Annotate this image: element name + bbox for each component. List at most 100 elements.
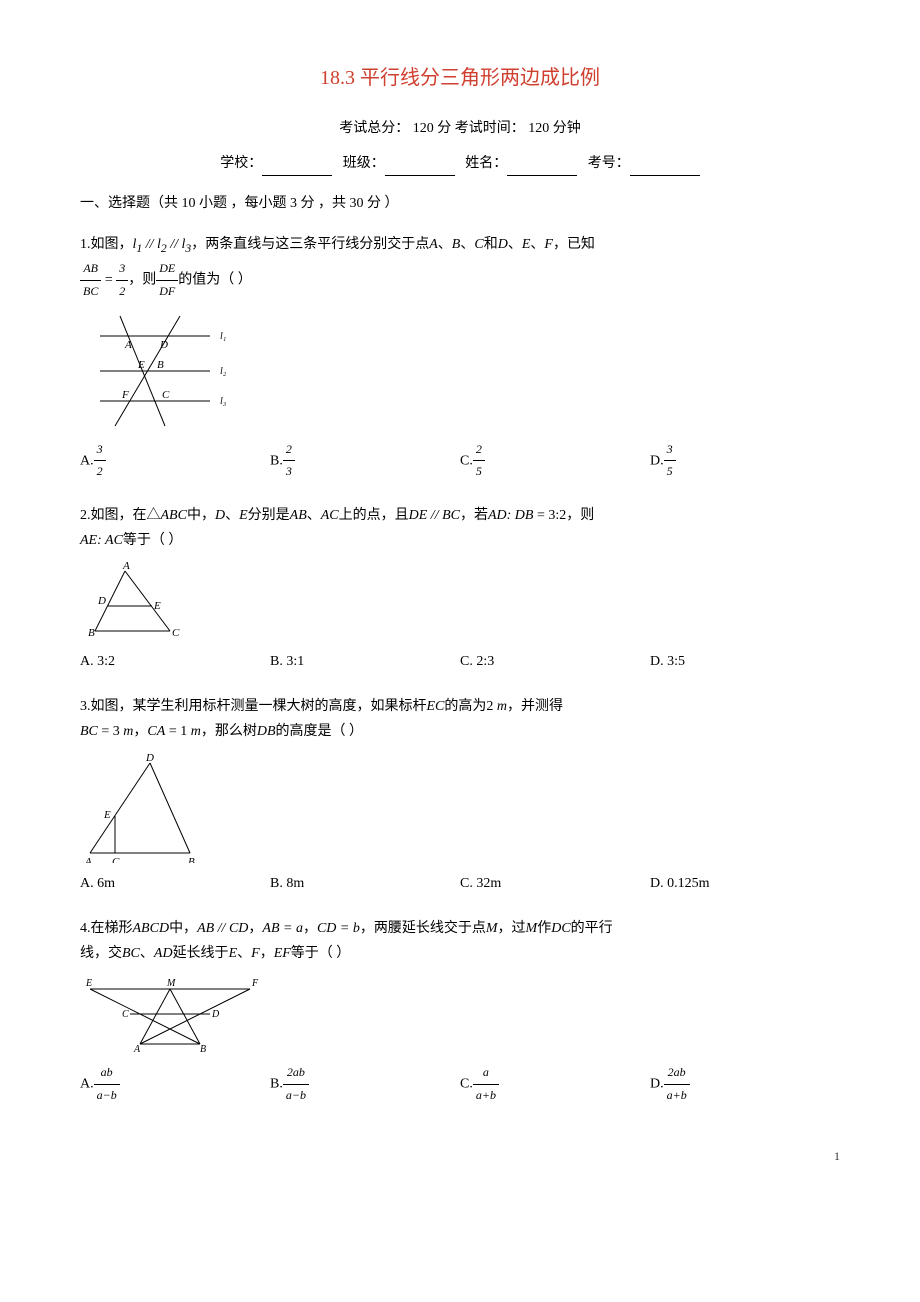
q1-prefix: 1.如图， xyxy=(80,237,133,252)
q4-opt-d: D.2aba+b xyxy=(650,1062,840,1106)
q4-opt-b: B.2aba−b xyxy=(270,1062,460,1106)
q4-l2c: 延长线于 xyxy=(173,946,229,961)
q2-m1: 中， xyxy=(187,508,215,523)
q3-m1: 的高为 xyxy=(444,699,486,714)
svg-text:B: B xyxy=(157,359,164,371)
school-label: 学校： xyxy=(220,156,262,171)
svg-text:A: A xyxy=(122,561,130,572)
q2-opt-a: A. 3:2 xyxy=(80,649,270,674)
document-title: 18.3 平行线分三角形两边成比例 xyxy=(80,60,840,96)
q4-l2: 线，交 xyxy=(80,946,122,961)
q4-m1: 中， xyxy=(169,921,197,936)
svg-text:C: C xyxy=(112,856,120,863)
q3-p: 3.如图，某学生利用标杆测量一棵大树的高度，如果标杆 xyxy=(80,699,427,714)
q2-m7: 则 xyxy=(580,508,594,523)
q2-opt-d: D. 3:5 xyxy=(650,649,840,674)
q4-p: 4.在梯形 xyxy=(80,921,133,936)
svg-text:B: B xyxy=(200,1044,206,1054)
q2-m4: 、 xyxy=(307,508,321,523)
q1-a-label: A. xyxy=(80,453,94,468)
q2-figure: A D E B C xyxy=(80,561,190,641)
q4-b-label: B. xyxy=(270,1077,283,1092)
q4-m2: ， xyxy=(248,921,262,936)
svg-text:C: C xyxy=(162,389,170,401)
q2-opt-b: B. 3:1 xyxy=(270,649,460,674)
svg-text:F: F xyxy=(251,978,259,989)
q1-c-label: C. xyxy=(460,453,473,468)
svg-text:l₂: l₂ xyxy=(220,366,227,377)
svg-text:D: D xyxy=(159,339,168,351)
svg-text:E: E xyxy=(153,600,161,612)
q1-b-label: B. xyxy=(270,453,283,468)
svg-text:C: C xyxy=(172,627,180,639)
q1-opt-c: C.25 xyxy=(460,439,650,483)
q4-m4: ，两腰延长线交于点 xyxy=(360,921,486,936)
school-blank xyxy=(262,161,332,176)
svg-text:E: E xyxy=(85,978,92,989)
q1-m1: ，两条直线与这三条平行线分别交于点 xyxy=(191,237,429,252)
svg-text:D: D xyxy=(211,1009,220,1020)
q4-options: A.aba−b B.2aba−b C.aa+b D.2aba+b xyxy=(80,1062,840,1106)
q3-figure: D E A C B xyxy=(80,753,210,863)
question-3: 3.如图，某学生利用标杆测量一棵大树的高度，如果标杆EC的高为2 m，并测得 B… xyxy=(80,694,840,896)
q4-c-label: C. xyxy=(460,1077,473,1092)
q1-tail: 的值为（ ） xyxy=(178,273,252,288)
svg-text:A: A xyxy=(133,1044,141,1054)
q1-fe: ，则 xyxy=(128,273,156,288)
class-blank xyxy=(385,161,455,176)
q3-m2: ，并测得 xyxy=(507,699,563,714)
svg-text:F: F xyxy=(121,389,129,401)
q4-figure: E M F C D A B xyxy=(80,974,260,1054)
svg-text:B: B xyxy=(88,627,95,639)
q2-m3: 分别是 xyxy=(248,508,290,523)
question-4: 4.在梯形ABCD中，AB // CD，AB = a，CD = b，两腰延长线交… xyxy=(80,916,840,1107)
q1-opt-a: A.32 xyxy=(80,439,270,483)
q2-text: 2.如图，在△ABC中，D、E分别是AB、AC上的点，且DE // BC，若AD… xyxy=(80,503,840,553)
q2-p: 2.如图，在△ xyxy=(80,508,161,523)
q3-text: 3.如图，某学生利用标杆测量一棵大树的高度，如果标杆EC的高为2 m，并测得 B… xyxy=(80,694,840,744)
q1-opt-d: D.35 xyxy=(650,439,840,483)
q1-m2: 和 xyxy=(484,237,498,252)
name-label: 姓名： xyxy=(465,156,507,171)
q3-tail: 的高度是（ ） xyxy=(276,724,364,739)
q4-m5: ，过 xyxy=(498,921,526,936)
q3-l2a: ， xyxy=(133,724,147,739)
q4-m3: ， xyxy=(303,921,317,936)
q2-m5: 上的点，且 xyxy=(339,508,409,523)
q4-opt-a: A.aba−b xyxy=(80,1062,270,1106)
name-blank xyxy=(507,161,577,176)
svg-text:C: C xyxy=(122,1009,129,1020)
svg-text:B: B xyxy=(188,856,195,863)
svg-text:l₃: l₃ xyxy=(220,396,227,407)
q4-tail: 等于（ ） xyxy=(291,946,351,961)
q1-text: 1.如图，l1 // l2 // l3，两条直线与这三条平行线分别交于点A、B、… xyxy=(80,232,840,303)
q3-opt-d: D. 0.125m xyxy=(650,871,840,896)
page-number: 1 xyxy=(80,1146,840,1168)
q3-opt-b: B. 8m xyxy=(270,871,460,896)
class-label: 班级： xyxy=(343,156,385,171)
q4-a-label: A. xyxy=(80,1077,94,1092)
q2-tail: 等于（ ） xyxy=(123,533,183,548)
q1-options: A.32 B.23 C.25 D.35 xyxy=(80,439,840,483)
svg-text:M: M xyxy=(166,978,176,989)
q3-l2b: ，那么树 xyxy=(201,724,257,739)
question-2: 2.如图，在△ABC中，D、E分别是AB、AC上的点，且DE // BC，若AD… xyxy=(80,503,840,675)
number-label: 考号： xyxy=(588,156,630,171)
q4-opt-c: C.aa+b xyxy=(460,1062,650,1106)
q2-opt-c: C. 2:3 xyxy=(460,649,650,674)
q4-l2b: 、 xyxy=(140,946,154,961)
q3-opt-c: C. 32m xyxy=(460,871,650,896)
q4-d-label: D. xyxy=(650,1077,664,1092)
svg-text:D: D xyxy=(97,595,106,607)
q4-m6: 作 xyxy=(537,921,551,936)
q1-opt-b: B.23 xyxy=(270,439,460,483)
svg-text:E: E xyxy=(137,359,145,371)
exam-info: 考试总分： 120 分 考试时间： 120 分钟 xyxy=(80,116,840,141)
q4-text: 4.在梯形ABCD中，AB // CD，AB = a，CD = b，两腰延长线交… xyxy=(80,916,840,966)
q1-figure: A D E B F C l₁ l₂ l₃ xyxy=(80,311,240,431)
q1-m3: 已知 xyxy=(567,237,595,252)
svg-text:A: A xyxy=(124,339,132,351)
svg-text:l₁: l₁ xyxy=(220,331,226,342)
svg-text:D: D xyxy=(145,753,154,764)
q2-m6: ，若 xyxy=(460,508,488,523)
